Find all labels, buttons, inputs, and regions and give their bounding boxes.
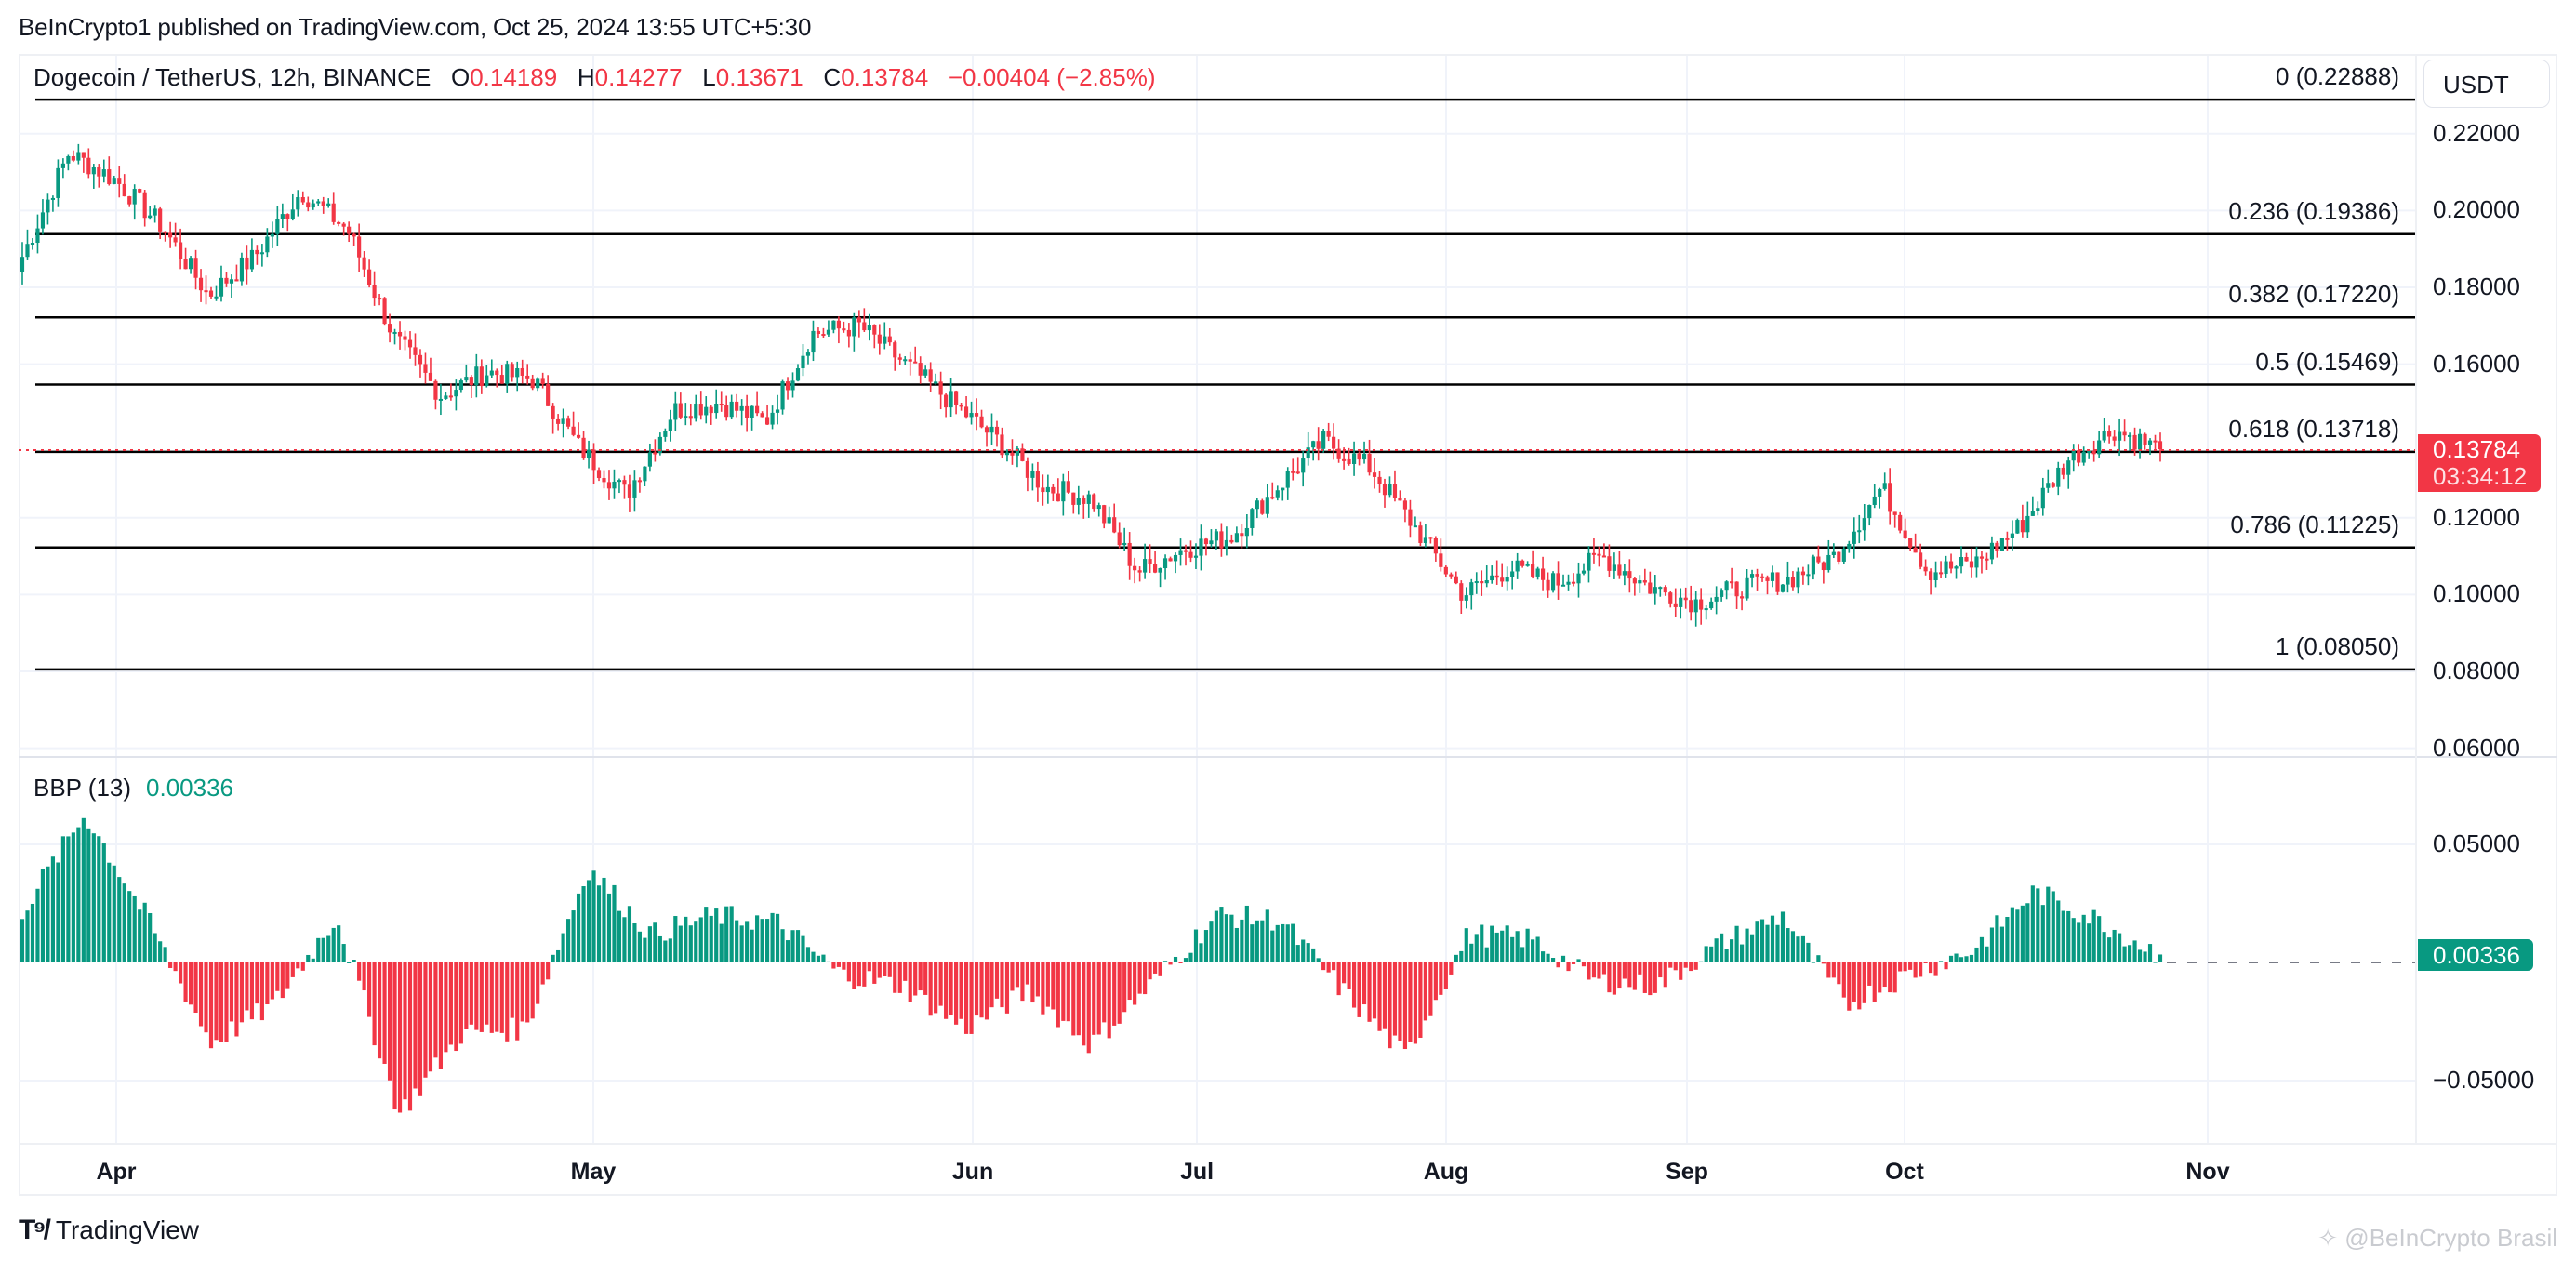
tradingview-logo[interactable]: T⁹/ TradingView (19, 1215, 199, 1246)
fib-level-label: 0.382 (0.17220) (2228, 280, 2399, 309)
change-value: −0.00404 (−2.85%) (948, 63, 1156, 91)
watermark-icon: ✧ (2317, 1224, 2345, 1252)
low-value: 0.13671 (715, 63, 803, 91)
month-label: Jun (951, 1159, 994, 1185)
symbol-legend: Dogecoin / TetherUS, 12h, BINANCE O0.141… (33, 63, 1155, 92)
bbp-histogram (20, 817, 2163, 1113)
close-key: C (823, 63, 842, 91)
open-value: 0.14189 (470, 63, 558, 91)
price-axis-label: 0.20000 (2433, 195, 2520, 224)
watermark-text: @BeInCrypto Brasil (2344, 1224, 2557, 1252)
tradingview-brand: TradingView (55, 1215, 199, 1244)
price-axis-label: 0.18000 (2433, 272, 2520, 300)
fib-level-label: 0.236 (0.19386) (2228, 196, 2399, 225)
published-caption: BeInCrypto1 published on TradingView.com… (19, 13, 812, 41)
last-price-value: 0.13784 (2433, 435, 2520, 463)
month-label: Nov (2185, 1159, 2230, 1185)
fib-level-label: 0.5 (0.15469) (2255, 347, 2399, 376)
price-axis-label: 0.08000 (2433, 657, 2520, 684)
fibonacci-lines (35, 98, 2416, 671)
bar-countdown: 03:34:12 (2433, 462, 2528, 490)
fib-level-label: 1 (0.08050) (2276, 631, 2399, 660)
bbp-label: BBP (13) (33, 774, 132, 802)
month-label: May (570, 1159, 617, 1185)
month-label: Apr (96, 1159, 137, 1185)
fib-level-label: 0 (0.22888) (2276, 62, 2399, 91)
watermark: ✧ @BeInCrypto Brasil (2317, 1224, 2557, 1253)
fib-level-label: 0.618 (0.13718) (2228, 414, 2399, 443)
high-key: H (577, 63, 595, 91)
chart-frame (19, 54, 2557, 1196)
price-axis-label: 0.12000 (2433, 502, 2520, 531)
open-key: O (450, 63, 471, 91)
tradingview-logo-icon: T⁹/ (19, 1215, 51, 1245)
month-label: Jul (1179, 1159, 1215, 1185)
low-key: L (702, 63, 716, 91)
candlestick-series (20, 143, 2163, 627)
price-axis-label: 0.06000 (2433, 733, 2520, 762)
bbp-axis-label: −0.05000 (2433, 1066, 2535, 1094)
month-label: Aug (1423, 1159, 1469, 1185)
high-value: 0.14277 (594, 63, 683, 91)
bbp-value: 0.00336 (146, 774, 233, 802)
month-label: Sep (1666, 1159, 1708, 1185)
month-label: Oct (1885, 1159, 1924, 1185)
close-value: 0.13784 (841, 63, 929, 91)
last-price-tag: 0.13784 03:34:12 (2418, 434, 2541, 492)
fib-level-label: 0.786 (0.11225) (2230, 510, 2399, 538)
price-axis-label: 0.10000 (2433, 579, 2520, 608)
bbp-axis-label: 0.05000 (2433, 830, 2520, 857)
symbol-name: Dogecoin / TetherUS, 12h, BINANCE (33, 63, 432, 91)
bbp-legend: BBP (13) 0.00336 (33, 774, 233, 803)
price-axis-label: 0.22000 (2433, 118, 2520, 147)
currency-button[interactable]: USDT (2423, 60, 2550, 108)
price-axis-label: 0.16000 (2433, 349, 2520, 378)
bbp-value-tag: 0.00336 (2418, 939, 2533, 971)
